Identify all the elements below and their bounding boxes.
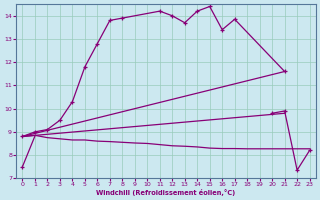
- X-axis label: Windchill (Refroidissement éolien,°C): Windchill (Refroidissement éolien,°C): [96, 189, 236, 196]
